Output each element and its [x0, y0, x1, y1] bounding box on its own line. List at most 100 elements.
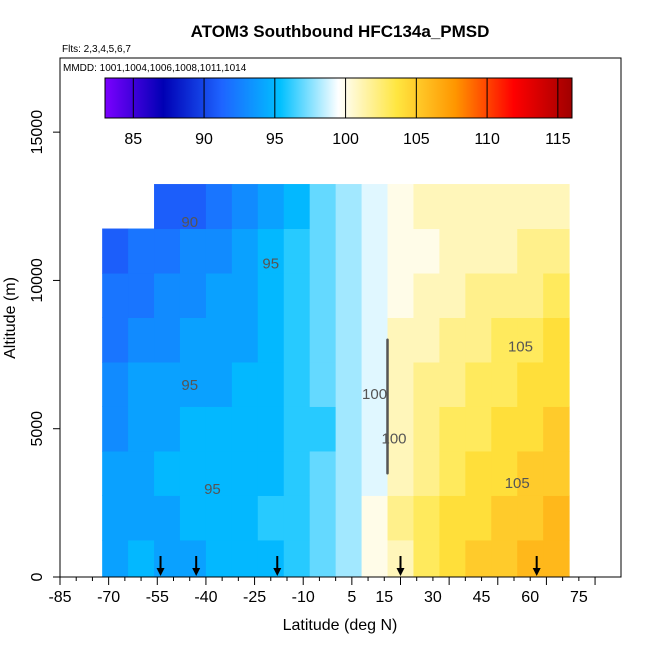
- heatmap-cell: [128, 273, 155, 318]
- heatmap-cell: [517, 273, 544, 318]
- chart-title: ATOM3 Southbound HFC134a_PMSD: [191, 22, 490, 41]
- heatmap-cell: [154, 406, 181, 452]
- heatmap-cell: [102, 539, 129, 578]
- heatmap-cell: [205, 273, 233, 318]
- heatmap-cell: [102, 406, 129, 452]
- heatmap-cell: [491, 273, 518, 318]
- heatmap-cell: [543, 184, 570, 230]
- heatmap-cell: [491, 361, 518, 407]
- heatmap-cell: [309, 184, 337, 230]
- heatmap-cell: [257, 228, 285, 274]
- heatmap-cell: [439, 406, 466, 452]
- heatmap-cell: [439, 228, 466, 274]
- colorbar-tick-label: 100: [332, 131, 359, 148]
- heatmap-cell: [517, 228, 544, 274]
- heatmap-cell: [205, 495, 233, 541]
- heatmap-cell: [102, 495, 129, 541]
- heatmap-cell: [413, 495, 440, 541]
- x-tick-label: 30: [424, 589, 442, 606]
- colorbar-tick-label: 85: [124, 131, 142, 148]
- heatmap-cell: [154, 317, 181, 363]
- heatmap-cell: [231, 273, 259, 318]
- heatmap-cell: [517, 361, 544, 407]
- heatmap-cell: [543, 273, 570, 318]
- heatmap-cell: [335, 450, 363, 496]
- heatmap-cell: [257, 361, 285, 407]
- heatmap-cell: [283, 495, 311, 541]
- heatmap-cell: [179, 228, 207, 274]
- heatmap-cell: [179, 361, 207, 407]
- heatmap-cell: [309, 495, 337, 541]
- contour-label: 90: [181, 214, 198, 231]
- heatmap-cell: [361, 361, 389, 407]
- heatmap-cell: [361, 539, 389, 578]
- heatmap-cell: [205, 184, 233, 230]
- heatmap-cell: [361, 450, 389, 496]
- heatmap-cell: [543, 539, 570, 578]
- heatmap-cell: [154, 273, 181, 318]
- heatmap-cell: [128, 228, 155, 274]
- heatmap-cell: [283, 361, 311, 407]
- dates-annotation: MMDD: 1001,1004,1006,1008,1011,1014: [63, 63, 247, 74]
- plot-frame: [59, 57, 622, 578]
- heatmap-cell: [413, 273, 440, 318]
- heatmap-cell: [465, 184, 492, 230]
- x-axis: -85 -70 -55 -40 -25 -10 5 15 30 45 60 75: [48, 577, 596, 606]
- heatmap-cell: [543, 450, 570, 496]
- heatmap-cell: [102, 361, 129, 407]
- heatmap-cell: [413, 539, 440, 578]
- heatmap-cell: [128, 495, 155, 541]
- profile-arrows: [156, 556, 541, 576]
- heatmap-cell: [231, 406, 259, 452]
- heatmap-cell: [335, 228, 363, 274]
- heatmap-cell: [335, 539, 363, 578]
- heatmap-cell: [205, 317, 233, 363]
- x-tick-label: 60: [521, 589, 539, 606]
- heatmap-cell: [309, 539, 337, 578]
- heatmap-cell: [231, 450, 259, 496]
- heatmap-cell: [154, 228, 181, 274]
- heatmap-cell: [335, 273, 363, 318]
- heatmap-cell: [387, 273, 414, 318]
- heatmap-cell: [154, 361, 181, 407]
- colorbar-tick-label: 90: [195, 131, 213, 148]
- heatmap-cell: [283, 184, 311, 230]
- heatmap-cell: [179, 184, 207, 230]
- heatmap-cell: [361, 495, 389, 541]
- y-axis: 0 5000 10000 15000: [29, 110, 60, 581]
- heatmap-cell: [465, 450, 492, 496]
- heatmap-cell: [257, 273, 285, 318]
- x-tick-label: 15: [375, 589, 393, 606]
- heatmap-cell: [491, 184, 518, 230]
- heatmap-cell: [413, 228, 440, 274]
- heatmap-cell: [257, 406, 285, 452]
- profile-arrow-head: [156, 568, 165, 576]
- heatmap-cell: [439, 495, 466, 541]
- heatmap-cell: [465, 495, 492, 541]
- profile-arrow: [192, 556, 201, 576]
- colorbar-tick-label: 115: [545, 131, 571, 148]
- heatmap-cell: [387, 361, 414, 407]
- heatmap-cell: [387, 184, 414, 230]
- heatmap-cell: [387, 228, 414, 274]
- heatmap-cell: [283, 406, 311, 452]
- heatmap-cell: [465, 228, 492, 274]
- contour-labels: 90 95 95 100 100 105 105 95: [181, 214, 533, 498]
- heatmap-cell: [335, 406, 363, 452]
- profile-arrow-head: [273, 568, 282, 576]
- heatmap-cell: [128, 406, 155, 452]
- profile-arrow: [273, 556, 282, 576]
- heatmap-cell: [439, 273, 466, 318]
- heatmap-cell: [413, 450, 440, 496]
- heatmap-cell: [465, 273, 492, 318]
- heatmap-cell: [102, 273, 129, 318]
- heatmap-cell: [543, 495, 570, 541]
- heatmap-cell: [309, 273, 337, 318]
- heatmap-cell: [179, 317, 207, 363]
- x-tick-label: -55: [146, 589, 169, 606]
- y-axis-label: Altitude (m): [2, 277, 19, 359]
- profile-arrow-head: [192, 568, 201, 576]
- heatmap-cell: [231, 539, 259, 578]
- heatmap-cell: [543, 317, 570, 363]
- heatmap-cell: [439, 184, 466, 230]
